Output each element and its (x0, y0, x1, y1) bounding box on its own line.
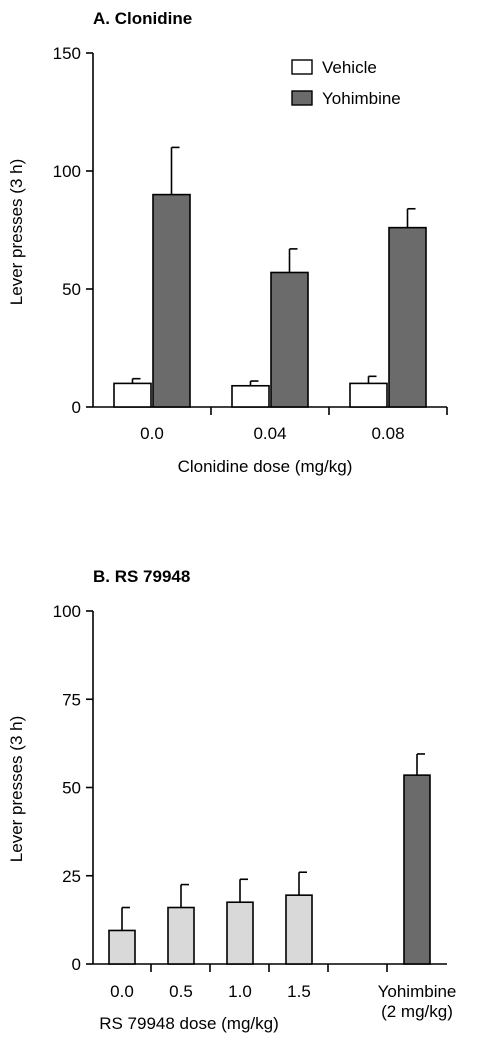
panel-b-y-tick-label: 100 (53, 602, 81, 621)
panel-a-clonidine: A. Clonidine Lever presses (3 h) Clonidi… (7, 9, 448, 476)
panel-b-y-tick-label: 0 (72, 955, 81, 974)
panel-b-x-tick-label: 1.0 (228, 982, 252, 1001)
panel-b-title: B. RS 79948 (93, 567, 190, 586)
panel-a-bar-yohimbine (270, 271, 309, 408)
panel-a-legend: Vehicle Yohimbine (291, 58, 401, 108)
panel-b-x-tick-label: (2 mg/kg) (381, 1002, 453, 1021)
panel-b-bars (108, 753, 431, 965)
panel-b-bar (226, 901, 254, 965)
panel-a-x-tick-label: 0.08 (371, 424, 404, 443)
panel-b-bar (285, 894, 313, 965)
panel-a-bar-vehicle (231, 384, 270, 408)
legend-label-vehicle: Vehicle (322, 58, 377, 77)
legend-swatch-yohimbine (291, 90, 313, 106)
legend-label-yohimbine: Yohimbine (322, 89, 401, 108)
panel-b-y-axis-label: Lever presses (3 h) (7, 716, 26, 862)
panel-a-bars (113, 146, 427, 408)
panel-a-bar-vehicle (113, 382, 152, 408)
panel-a-axes: 0 50 100 150 0.0 0.04 0.08 (53, 44, 448, 443)
panel-a-y-tick-label: 50 (62, 280, 81, 299)
panel-a-x-axis-label: Clonidine dose (mg/kg) (178, 457, 353, 476)
panel-a-y-tick-label: 100 (53, 162, 81, 181)
panel-a-y-tick-label: 0 (72, 398, 81, 417)
panel-b-y-tick-label: 50 (62, 779, 81, 798)
panel-a-bar-vehicle (349, 382, 388, 408)
panel-b-x-tick-label: 1.5 (287, 982, 311, 1001)
panel-b-bar (167, 906, 195, 965)
panel-b-axes: 0 25 50 75 100 0.0 0.5 1.0 1.5 Yohimbine(2 mg/kg) (53, 602, 457, 1021)
panel-b-x-tick-label: 0.0 (110, 982, 134, 1001)
panel-b-x-tick-label: 0.5 (169, 982, 193, 1001)
panel-a-x-tick-label: 0.0 (140, 424, 164, 443)
panel-a-bar-yohimbine (388, 226, 427, 408)
panel-a-bar-yohimbine (152, 193, 191, 408)
legend-swatch-vehicle (291, 59, 313, 75)
panel-b-y-tick-label: 75 (62, 690, 81, 709)
panel-b-x-tick-label: Yohimbine (378, 982, 457, 1001)
panel-b-rs79948: B. RS 79948 Lever presses (3 h) RS 79948… (7, 567, 456, 1033)
panel-a-title: A. Clonidine (93, 9, 192, 28)
panel-b-bar (108, 929, 136, 965)
panel-a-x-tick-label: 0.04 (253, 424, 286, 443)
panel-b-bar (403, 774, 431, 965)
panel-a-y-tick-label: 150 (53, 44, 81, 63)
panel-b-x-axis-label: RS 79948 dose (mg/kg) (99, 1014, 279, 1033)
panel-b-y-tick-label: 25 (62, 867, 81, 886)
panel-a-y-axis-label: Lever presses (3 h) (7, 159, 26, 305)
